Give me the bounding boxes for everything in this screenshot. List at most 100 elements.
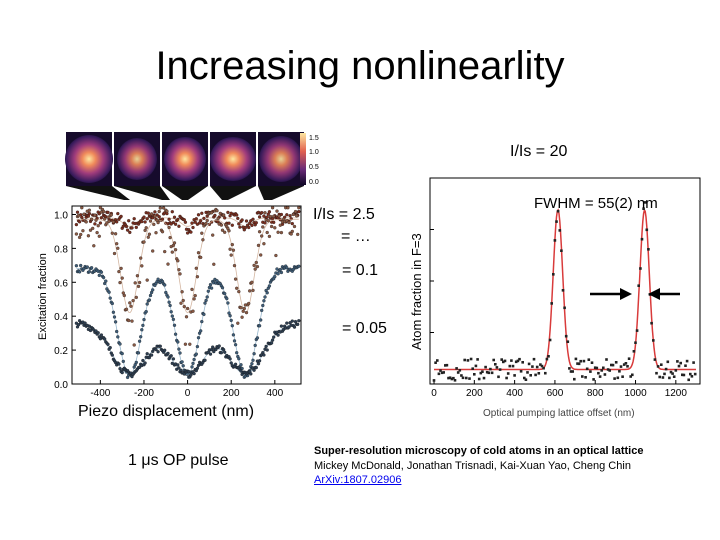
- left-data-point: [137, 280, 142, 285]
- left-data-point: [203, 301, 207, 305]
- left-data-point: [89, 266, 94, 270]
- left-data-point: [272, 220, 276, 225]
- left-data-point: [173, 332, 178, 336]
- left-data-point: [88, 328, 93, 333]
- right-data-point: [650, 321, 653, 325]
- label-is-0-05: = 0.05: [342, 320, 387, 337]
- right-data-point: [645, 228, 649, 232]
- left-data-point: [88, 228, 93, 232]
- right-data-point: [610, 363, 613, 367]
- left-data-point: [206, 289, 210, 293]
- left-data-point: [79, 263, 83, 268]
- left-chart: 0.0 0.2 0.4 0.6 0.8 1.0 -400 -200 0 200 400 Excita…: [36, 198, 306, 399]
- left-data-point: [272, 335, 276, 339]
- left-data-point: [154, 347, 158, 352]
- left-data-point: [199, 255, 203, 260]
- left-data-point: [169, 354, 173, 358]
- right-data-point: [555, 220, 558, 223]
- left-data-point: [229, 361, 233, 365]
- left-data-point: [278, 267, 282, 272]
- left-data-point: [93, 222, 97, 226]
- left-data-point: [279, 212, 284, 217]
- left-data-point: [128, 301, 132, 305]
- left-data-point: [80, 215, 84, 220]
- left-data-point: [94, 329, 98, 333]
- right-data-point: [474, 364, 478, 368]
- left-data-point: [253, 267, 257, 271]
- left-data-point: [244, 219, 249, 223]
- left-data-point: [217, 344, 221, 348]
- left-data-point: [263, 221, 267, 225]
- left-data-point: [106, 342, 110, 347]
- right-data-point: [439, 369, 442, 372]
- left-data-point: [106, 210, 110, 215]
- citation-authors: Mickey McDonald, Jonathan Trisnadi, Kai-…: [314, 460, 631, 472]
- left-data-point: [132, 343, 136, 347]
- left-data-point: [83, 321, 87, 325]
- label-is-20: I/Is = 20: [510, 143, 568, 160]
- left-data-point: [117, 269, 121, 274]
- left-data-point: [191, 225, 195, 230]
- left-xtick-label: -400: [90, 388, 110, 398]
- right-data-point: [614, 361, 618, 364]
- right-data-point: [461, 376, 465, 380]
- left-data-point: [116, 335, 120, 339]
- left-data-point: [196, 251, 201, 255]
- colorbar-tick: 0.5: [309, 164, 319, 171]
- left-data-point: [188, 342, 192, 346]
- right-data-point: [469, 357, 473, 361]
- left-data-point: [202, 312, 206, 317]
- left-data-point: [177, 347, 181, 351]
- right-data-point: [602, 366, 605, 370]
- right-data-point: [687, 378, 690, 382]
- left-data-point: [121, 359, 125, 364]
- left-data-point: [145, 352, 149, 356]
- citation-link[interactable]: ArXiv:1807.02906: [314, 474, 402, 486]
- left-data-point: [261, 225, 265, 229]
- left-data-point: [219, 351, 224, 355]
- left-data-point: [183, 220, 188, 224]
- right-chart-svg: 0 200 400 600 800 1000 1200 Atom fraction in F…: [409, 177, 701, 419]
- right-data-point: [603, 373, 607, 376]
- fwhm-label: FWHM = 55(2) nm: [534, 195, 658, 212]
- left-data-point: [262, 214, 266, 218]
- left-data-point: [230, 242, 234, 247]
- left-data-point: [89, 217, 94, 221]
- left-data-point: [118, 367, 122, 371]
- right-data-point: [444, 364, 447, 367]
- right-data-point: [485, 370, 489, 374]
- left-data-point: [257, 215, 262, 219]
- left-data-point: [199, 329, 203, 333]
- right-data-point: [548, 338, 552, 342]
- left-data-point: [194, 352, 198, 356]
- left-data-point: [148, 219, 153, 223]
- left-data-point: [146, 211, 150, 215]
- right-data-point: [681, 373, 684, 377]
- right-data-point: [440, 371, 444, 375]
- right-data-point: [511, 364, 515, 368]
- right-data-point: [640, 237, 644, 241]
- left-data-point: [250, 280, 254, 284]
- left-data-point: [116, 246, 120, 250]
- left-data-point: [292, 224, 297, 229]
- right-data-point: [568, 367, 571, 370]
- left-data-point: [238, 225, 242, 229]
- right-data-point: [576, 362, 579, 365]
- right-data-point: [624, 362, 628, 365]
- right-data-point: [590, 361, 594, 364]
- citation-title: Super-resolution microscopy of cold atom…: [314, 445, 644, 457]
- left-data-point: [285, 321, 289, 325]
- left-data-point: [99, 216, 104, 220]
- right-data-point: [450, 377, 454, 381]
- left-data-point: [173, 222, 178, 226]
- right-data-point: [629, 375, 632, 378]
- left-data-point: [184, 315, 189, 319]
- right-data-point: [584, 376, 587, 379]
- left-data-point: [130, 319, 134, 323]
- left-data-point: [147, 298, 152, 302]
- left-data-point: [185, 306, 190, 311]
- left-data-point: [297, 264, 301, 268]
- right-xtick-label: 1200: [665, 388, 688, 399]
- fwhm-arrows: [590, 288, 680, 300]
- left-data-point: [142, 240, 146, 244]
